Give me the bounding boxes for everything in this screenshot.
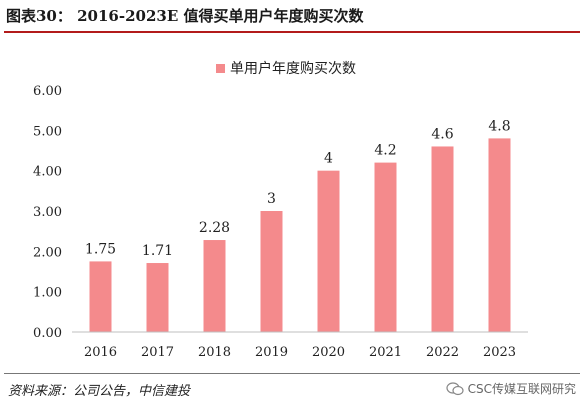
title-divider bbox=[4, 31, 580, 33]
y-tick-label: 5.00 bbox=[33, 124, 62, 139]
x-tick-label: 2019 bbox=[255, 345, 288, 360]
data-label: 3 bbox=[267, 191, 276, 207]
y-tick-label: 3.00 bbox=[33, 205, 62, 220]
legend-label: 单用户年度购买次数 bbox=[230, 60, 356, 77]
y-tick-label: 0.00 bbox=[33, 326, 62, 341]
data-label: 2.28 bbox=[199, 220, 230, 236]
y-axis: 0.00 1.00 2.00 3.00 4.00 5.00 6.00 bbox=[33, 84, 62, 341]
bars bbox=[89, 138, 511, 332]
data-label: 4.8 bbox=[488, 118, 510, 134]
legend-swatch bbox=[216, 64, 225, 73]
x-tick-label: 2020 bbox=[312, 345, 345, 360]
footer-divider bbox=[4, 373, 580, 374]
bar bbox=[374, 162, 397, 332]
x-tick-label: 2022 bbox=[426, 345, 459, 360]
source-note: 资料来源：公司公告，中信建投 bbox=[8, 384, 191, 399]
bar bbox=[317, 170, 340, 332]
bar bbox=[488, 138, 511, 332]
chart-title: 图表30： 2016-2023E 值得买单用户年度购买次数 bbox=[6, 7, 364, 25]
y-tick-label: 6.00 bbox=[33, 84, 62, 99]
x-tick-label: 2016 bbox=[84, 345, 117, 360]
data-labels: 1.75 1.71 2.28 3 4 4.2 4.6 4.8 bbox=[85, 118, 511, 259]
bar bbox=[431, 146, 454, 332]
data-label: 1.71 bbox=[142, 243, 173, 259]
y-tick-label: 2.00 bbox=[33, 245, 62, 260]
x-tick-label: 2018 bbox=[198, 345, 231, 360]
y-tick-label: 1.00 bbox=[33, 286, 62, 301]
bar bbox=[146, 263, 169, 332]
bar bbox=[203, 240, 226, 332]
x-tick-label: 2023 bbox=[483, 345, 516, 360]
wechat-icon bbox=[446, 381, 464, 395]
data-label: 4 bbox=[324, 151, 333, 167]
y-tick-label: 4.00 bbox=[33, 165, 62, 180]
data-label: 4.2 bbox=[374, 143, 396, 159]
bar-chart: 单用户年度购买次数 0.00 1.00 2.00 3.00 4.00 5.00 6.00 1… bbox=[33, 60, 528, 360]
x-tick-label: 2021 bbox=[369, 345, 402, 360]
legend: 单用户年度购买次数 bbox=[216, 60, 356, 77]
x-axis: 2016 2017 2018 2019 2020 2021 2022 2023 bbox=[72, 331, 528, 360]
bar bbox=[89, 261, 112, 332]
bar bbox=[260, 211, 283, 332]
x-tick-label: 2017 bbox=[141, 345, 174, 360]
watermark-text: CSC传媒互联网研究 bbox=[467, 382, 576, 396]
data-label: 4.6 bbox=[431, 126, 453, 142]
data-label: 1.75 bbox=[85, 241, 116, 257]
watermark: CSC传媒互联网研究 bbox=[446, 380, 576, 397]
